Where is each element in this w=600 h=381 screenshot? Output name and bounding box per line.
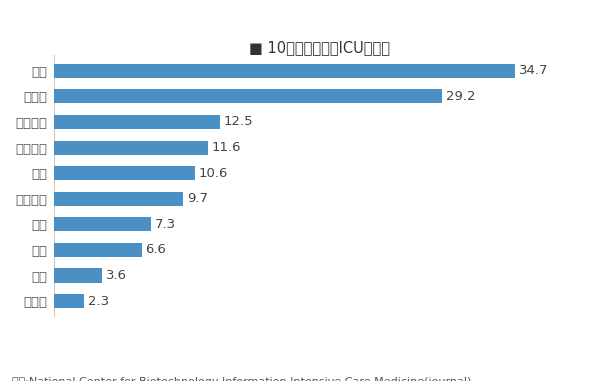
Text: 9.7: 9.7: [187, 192, 208, 205]
Text: 出典:National Center for Biotechnology Information,Intensive Care Medicine(journal: 出典:National Center for Biotechnology Inf…: [12, 377, 475, 381]
Text: 12.5: 12.5: [224, 115, 254, 128]
Bar: [54, 115, 220, 129]
Text: 7.3: 7.3: [155, 218, 176, 231]
Bar: [54, 64, 515, 78]
Text: 11.6: 11.6: [212, 141, 241, 154]
Bar: [54, 243, 142, 257]
Bar: [54, 269, 102, 283]
Bar: [54, 166, 194, 180]
Text: 10.6: 10.6: [199, 166, 228, 180]
Bar: [54, 90, 442, 104]
Text: ■ 10万人当たりのICU病床数: ■ 10万人当たりのICU病床数: [249, 40, 390, 55]
Text: 6.6: 6.6: [146, 243, 166, 256]
Text: 2.3: 2.3: [88, 295, 110, 307]
Text: 3.6: 3.6: [106, 269, 127, 282]
Bar: [54, 192, 183, 206]
Text: 34.7: 34.7: [518, 64, 548, 77]
Bar: [54, 294, 85, 308]
Text: 29.2: 29.2: [446, 90, 475, 103]
Bar: [54, 141, 208, 155]
Bar: [54, 217, 151, 231]
